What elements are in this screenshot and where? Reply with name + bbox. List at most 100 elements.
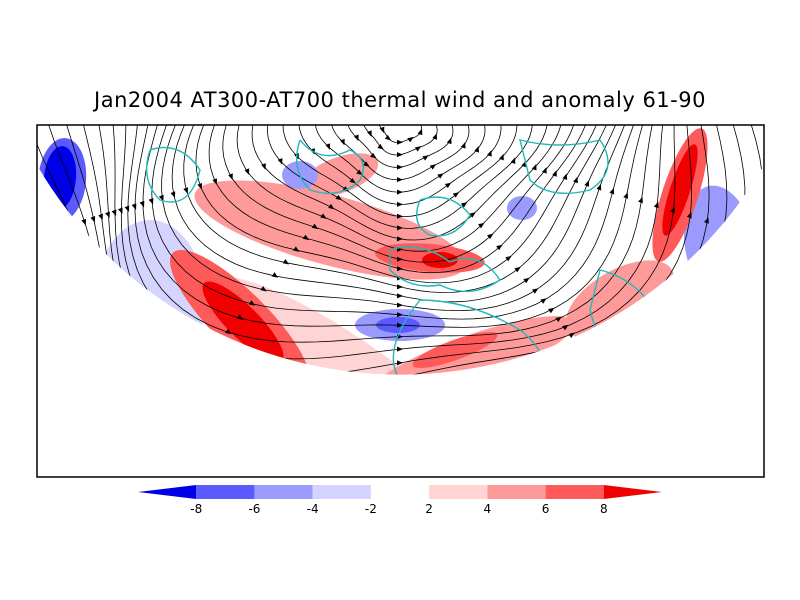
streamline-arrow: [155, 414, 163, 422]
warm-anomaly-region: [662, 144, 698, 236]
cold-anomaly-region: [390, 448, 510, 472]
streamline-arrow: [574, 339, 581, 346]
streamline-arrow: [397, 322, 403, 328]
streamline-arrow: [349, 177, 356, 184]
streamline-arrow: [228, 173, 233, 180]
streamline-arrow: [131, 203, 137, 210]
streamline-arrow: [176, 389, 184, 397]
streamline-arrow: [523, 277, 530, 284]
streamline-arrow: [202, 355, 210, 362]
streamline-arrow: [585, 352, 592, 359]
streamline-arrow: [461, 202, 468, 208]
streamline-arrow: [192, 368, 200, 374]
streamline-arrow: [260, 286, 267, 292]
streamline-arrow: [474, 146, 479, 153]
colorbar-segment: [312, 485, 371, 499]
streamline-arrow: [124, 205, 130, 213]
coastline: [146, 146, 201, 203]
streamline-arrow: [397, 256, 403, 262]
streamline-arrow: [197, 183, 203, 190]
streamline-arrow: [397, 236, 403, 242]
streamline-arrow: [248, 300, 256, 306]
streamline-arrow: [414, 146, 422, 152]
streamline-arrow: [397, 312, 403, 318]
streamline-arrow: [542, 167, 547, 174]
streamline-arrow: [261, 163, 266, 170]
streamline-arrow: [505, 255, 512, 262]
streamline-arrow: [81, 218, 87, 226]
colorbar-segment: [254, 485, 313, 499]
streamline-arrow: [704, 217, 709, 224]
streamline-arrow: [429, 164, 437, 170]
streamline-arrow: [45, 230, 50, 237]
streamline-arrow: [568, 332, 575, 338]
colorbar-tick-label: 6: [542, 502, 550, 516]
streamline-arrow: [460, 142, 466, 149]
colorbar-segment: [487, 485, 546, 499]
warm-anomaly-region: [422, 252, 458, 268]
streamline-arrow: [213, 342, 221, 349]
map-title: Jan2004 AT300-AT700 thermal wind and ano…: [94, 88, 706, 112]
streamline-arrow: [397, 177, 403, 183]
streamline-arrow: [514, 266, 521, 273]
streamline-arrow: [532, 288, 539, 294]
streamline: [112, 125, 693, 375]
streamline-arrow: [183, 187, 189, 194]
streamline-arrow: [573, 176, 578, 184]
streamline-arrow: [397, 164, 403, 170]
streamline-arrow: [617, 389, 625, 397]
streamline-arrow: [169, 397, 177, 405]
cold-anomaly-region: [142, 340, 238, 375]
streamline-arrow: [596, 366, 603, 372]
colorbar-segment: [196, 485, 255, 499]
streamline-arrow: [487, 150, 492, 157]
streamline-arrow: [397, 346, 403, 352]
streamline-arrow: [653, 201, 659, 209]
colorbar-tick-label: -6: [248, 502, 260, 516]
streamline-arrow: [379, 126, 385, 134]
colorbar-segment: [545, 485, 604, 499]
streamline-arrow: [117, 207, 123, 215]
streamline-arrow: [446, 137, 452, 145]
streamline-arrow: [70, 222, 76, 229]
streamline-arrow: [422, 155, 429, 161]
streamline-arrow: [105, 211, 110, 219]
streamline-arrow: [397, 467, 403, 472]
streamline-arrow: [552, 170, 557, 177]
streamline-arrow: [163, 404, 171, 412]
streamline-arrow: [487, 233, 494, 240]
streamline-arrow: [158, 194, 164, 202]
streamline-arrow: [90, 216, 96, 223]
streamline-arrow: [579, 346, 587, 352]
streamline-arrow: [225, 328, 232, 335]
streamline-arrow: [293, 246, 300, 252]
streamline-arrow: [590, 359, 598, 365]
streamline-arrow: [271, 272, 279, 278]
streamline-arrow: [783, 241, 790, 248]
streamline-arrow: [638, 196, 643, 204]
streamline-arrow: [452, 192, 460, 198]
streamline-arrow: [417, 128, 423, 136]
streamline-arrow: [407, 136, 414, 143]
streamline-arrow: [397, 266, 403, 272]
streamline-arrow: [397, 189, 403, 195]
colorbar-segment: [138, 485, 197, 499]
streamline-arrow: [562, 173, 568, 180]
streamline-arrow: [540, 298, 547, 304]
map-domain: [37, 125, 790, 511]
streamline-arrow: [562, 324, 569, 331]
colorbar-tick-label: 2: [425, 502, 433, 516]
streamline-arrow: [325, 143, 331, 150]
streamline-arrow: [555, 316, 562, 323]
streamline-arrow: [397, 284, 403, 290]
streamline-arrow: [58, 225, 64, 233]
streamline-arrow: [397, 392, 403, 397]
streamline-arrow: [335, 194, 342, 201]
streamline-arrow: [609, 187, 615, 195]
streamline-arrow: [510, 157, 516, 164]
streamline-arrow: [753, 232, 759, 240]
streamline-arrow: [584, 180, 590, 187]
streamline-arrow: [328, 203, 335, 210]
streamline-arrow: [397, 506, 403, 511]
streamline-arrow: [363, 161, 370, 167]
